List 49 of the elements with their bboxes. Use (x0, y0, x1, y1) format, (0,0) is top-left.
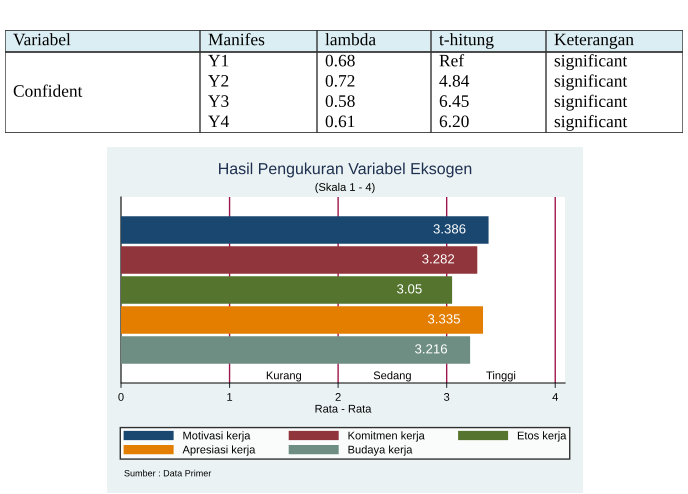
text: Confident (14, 84, 82, 97)
text: 0.68 (326, 54, 355, 67)
legend-label: Motivasi kerja (183, 431, 250, 442)
text: 6.45 (440, 95, 469, 108)
text: lambda (325, 33, 376, 46)
chart-title: Hasil Pengukuran Variabel Eksogen (219, 162, 472, 178)
x-tick-label: 3 (444, 393, 450, 401)
text: Keterangan (554, 34, 634, 49)
x-tick-label: 0 (118, 393, 124, 401)
data-label: 3.386 (434, 224, 466, 234)
text: significant (554, 94, 628, 111)
text: Ref (440, 54, 464, 66)
text: t-hitung (439, 33, 494, 49)
data-label: 3.216 (415, 344, 448, 354)
text: Y3 (208, 95, 229, 107)
text: Y1 (208, 54, 228, 66)
text: Manifes (208, 32, 264, 46)
data-label: 3.05 (397, 284, 422, 294)
x-tick-label: 4 (552, 393, 558, 401)
legend-label: Etos kerja (518, 431, 566, 442)
text: 6.20 (440, 116, 469, 128)
text: significant (554, 54, 628, 70)
bar (121, 246, 478, 274)
text: 0.58 (326, 95, 355, 108)
data-label: 3.282 (422, 254, 454, 264)
text: Variabel (13, 33, 70, 46)
legend-label: Apresiasi kerja (182, 445, 256, 456)
annotation: Tinggi (486, 371, 516, 382)
x-tick-label: 1 (227, 393, 232, 401)
bar (121, 216, 489, 244)
x-tick-label: 2 (336, 393, 341, 401)
annotation: Kurang (266, 372, 302, 382)
text: 0.61 (326, 116, 354, 128)
legend-label: Komitmen kerja (348, 431, 425, 442)
bar (121, 276, 452, 304)
data-label: 3.335 (428, 314, 460, 324)
legend-label: Budaya kerja (348, 445, 412, 456)
x-axis-title: Rata - Rata (316, 404, 372, 413)
text: Sumber : Data Primer (124, 470, 212, 476)
text: 4.84 (439, 75, 470, 87)
text: Y4 (208, 116, 229, 128)
chart-subtitle: (Skala 1 - 4) (315, 182, 375, 194)
bar (121, 306, 484, 334)
text: 0.72 (326, 75, 354, 87)
text: significant (554, 74, 628, 90)
bar (121, 336, 470, 364)
text: Y2 (208, 75, 228, 87)
annotation: Sedang (374, 371, 411, 382)
text: significant (554, 114, 628, 131)
